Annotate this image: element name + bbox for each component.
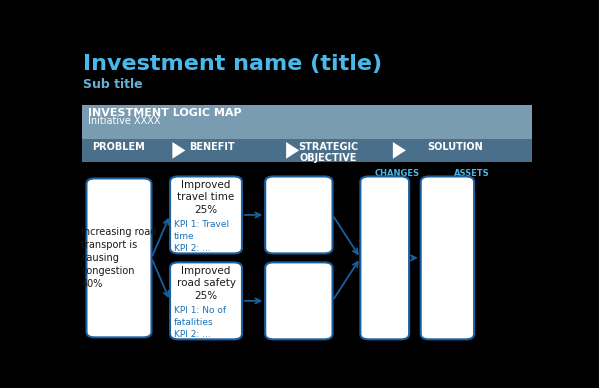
FancyBboxPatch shape [361,177,409,340]
Text: BENEFIT: BENEFIT [189,142,235,152]
Polygon shape [286,142,299,159]
Text: ASSETS: ASSETS [454,169,489,178]
Text: Improved
road safety
25%: Improved road safety 25% [177,266,235,301]
FancyBboxPatch shape [170,262,242,340]
FancyBboxPatch shape [420,177,474,340]
Text: PROBLEM: PROBLEM [93,142,146,152]
FancyBboxPatch shape [265,262,332,340]
FancyBboxPatch shape [265,177,332,253]
Text: INVESTMENT LOGIC MAP: INVESTMENT LOGIC MAP [88,108,241,118]
FancyBboxPatch shape [86,178,152,338]
Text: KPI 1: No of
fatalities
KPI 2: ...: KPI 1: No of fatalities KPI 2: ... [174,306,226,339]
Text: Investment name (title): Investment name (title) [83,54,382,74]
Polygon shape [393,142,406,159]
Text: Sub title: Sub title [83,78,143,91]
Bar [82,105,532,139]
Bar [82,139,532,161]
FancyBboxPatch shape [170,177,242,253]
Text: SOLUTION: SOLUTION [428,142,483,152]
Text: KPI 1: Travel
time
KPI 2: ...: KPI 1: Travel time KPI 2: ... [174,220,229,253]
Text: Increasing road
transport is
causing
congestion
40%: Increasing road transport is causing con… [81,227,157,289]
Text: Improved
travel time
25%: Improved travel time 25% [177,180,235,215]
Text: Initiative XXXX: Initiative XXXX [88,116,161,126]
Text: CHANGES: CHANGES [375,169,420,178]
Polygon shape [173,142,185,159]
Text: STRATEGIC
OBJECTIVE: STRATEGIC OBJECTIVE [298,142,358,163]
